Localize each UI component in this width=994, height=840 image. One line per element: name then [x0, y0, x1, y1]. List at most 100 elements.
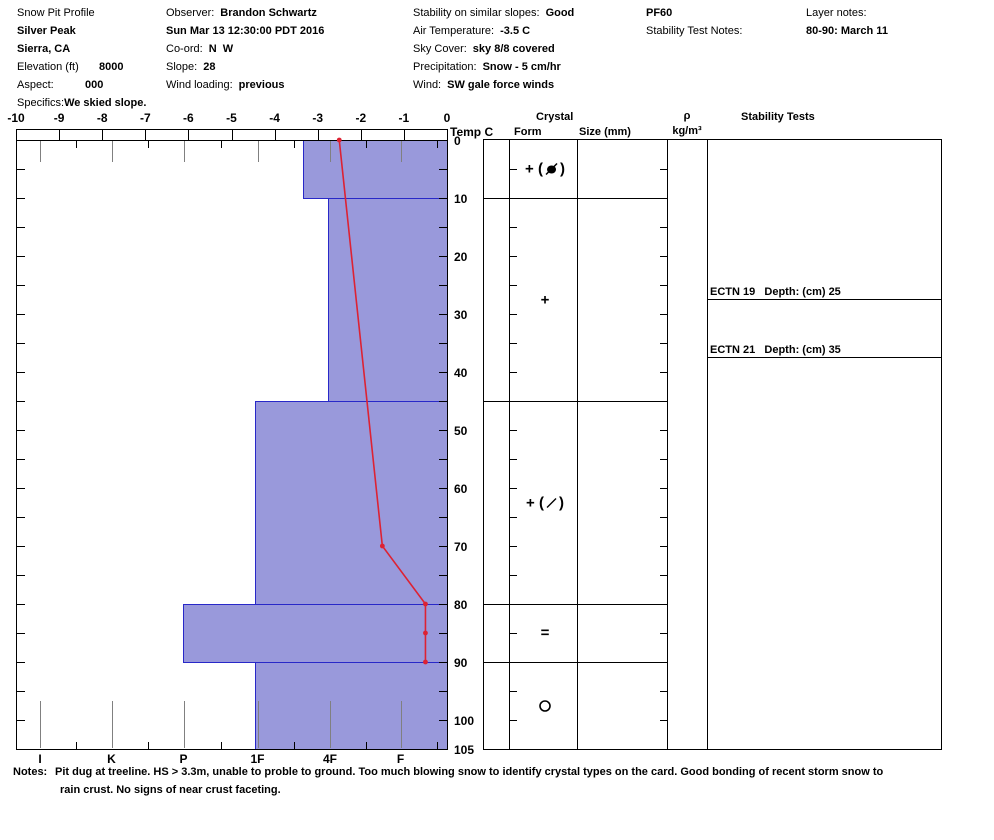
hardness-label: F	[396, 752, 405, 766]
wind-value: SW gale force winds	[447, 79, 555, 91]
crystal-tick-line	[509, 139, 510, 750]
depth-tick-left	[17, 169, 25, 170]
depth-label: 30	[454, 308, 468, 322]
hardness-major-tick-top	[330, 141, 331, 162]
depth-tick-left	[17, 517, 25, 518]
hardness-major-line-bottom	[40, 701, 41, 748]
depth-label: 70	[454, 540, 468, 554]
layer-boundary-line	[483, 604, 667, 605]
form-column-tick	[510, 169, 517, 170]
size-column-tick	[660, 546, 667, 547]
stability-tests-header: Stability Tests	[741, 111, 815, 123]
layer-notes-value: 80-90: March 11	[806, 25, 888, 37]
stability-test-line	[707, 299, 941, 300]
layer-boundary-line	[483, 662, 667, 663]
depth-tick-right	[439, 169, 447, 170]
temp-axis-label: -7	[139, 111, 151, 125]
hardness-minor-tick-bottom	[75, 742, 77, 749]
temp-axis-label: -8	[96, 111, 108, 125]
hardness-major-line-bottom	[330, 701, 331, 748]
hardness-minor-tick-top	[147, 141, 149, 148]
layer-boundary-line	[483, 198, 667, 199]
depth-label: 40	[454, 366, 468, 380]
layer-notes-label: Layer notes:	[806, 7, 867, 19]
form-column-tick	[510, 401, 517, 402]
size-column-tick	[660, 430, 667, 431]
header-observation-column: Observer: Brandon Schwartz Sun Mar 13 12:…	[166, 4, 324, 94]
hardness-major-line-bottom	[183, 701, 185, 748]
hardness-major-tick-top	[40, 141, 41, 162]
elevation-value: 8000	[99, 61, 124, 73]
size-column-tick	[660, 198, 667, 199]
notes-line-1: Pit dug at treeline. HS > 3.3m, unable t…	[55, 766, 884, 778]
form-column-tick	[510, 459, 517, 460]
depth-tick-right	[439, 430, 447, 431]
observer-label: Observer:	[166, 7, 215, 19]
form-column-tick	[510, 604, 517, 605]
depth-tick-left	[17, 604, 25, 605]
depth-tick-right	[439, 314, 447, 315]
hardness-minor-tick-bottom	[436, 742, 438, 749]
form-column-tick	[510, 488, 517, 489]
size-column-tick	[660, 169, 667, 170]
temp-axis-tick	[102, 129, 104, 140]
form-column-tick	[510, 633, 517, 634]
temp-axis-tick	[188, 129, 190, 140]
form-column-tick	[510, 720, 517, 721]
crystal-symbol: +	[540, 291, 550, 308]
temp-axis-tick	[16, 129, 17, 140]
form-column-tick	[510, 546, 517, 547]
depth-tick-right	[439, 575, 447, 576]
hardness-minor-tick-top	[75, 141, 77, 148]
sky-cover-label: Sky Cover:	[413, 43, 467, 55]
notes-label: Notes:	[13, 766, 48, 778]
depth-tick-left	[17, 401, 25, 402]
stability-test-entry: ECTN 19 Depth: (cm) 25	[710, 286, 841, 298]
precip-value: Snow - 5 cm/hr	[482, 61, 561, 73]
depth-tick-right	[439, 459, 447, 460]
depth-tick-left	[17, 372, 25, 373]
size-column-tick	[660, 488, 667, 489]
temp-axis-label: -1	[398, 111, 410, 125]
temp-axis-tick	[317, 129, 319, 140]
coord-label: Co-ord:	[166, 43, 203, 55]
form-column-tick	[510, 372, 517, 373]
air-temp-value: -3.5 C	[500, 25, 531, 37]
size-column-tick	[660, 691, 667, 692]
temp-axis-tick	[360, 129, 362, 140]
header-site-column: Snow Pit Profile Silver Peak Sierra, CA …	[17, 4, 146, 112]
temp-axis-tick	[145, 129, 147, 140]
size-column-tick	[660, 227, 667, 228]
specifics-value: We skied slope.	[64, 97, 147, 109]
aspect-value: 000	[85, 79, 104, 91]
size-column-tick	[660, 517, 667, 518]
depth-tick-left	[17, 256, 25, 257]
hardness-minor-tick-top	[220, 141, 222, 148]
stability-test-notes-label: Stability Test Notes:	[646, 25, 743, 37]
depth-tick-left	[17, 488, 25, 489]
notes-line-2: rain crust. No signs of near crust facet…	[60, 784, 281, 796]
depth-tick-left	[17, 720, 25, 721]
plot-border	[16, 140, 448, 750]
coord-value: N W	[208, 43, 234, 55]
depth-tick-left	[17, 546, 25, 547]
form-column-tick	[510, 430, 517, 431]
hardness-major-tick-top	[111, 141, 113, 162]
sky-cover-value: sky 8/8 covered	[472, 43, 555, 55]
stability-tests-box	[707, 139, 942, 750]
depth-tick-left	[17, 314, 25, 315]
layer-boundary-line	[483, 401, 667, 402]
hardness-label: P	[179, 752, 188, 766]
size-column-tick	[660, 372, 667, 373]
hardness-major-tick-top	[183, 141, 185, 162]
form-column-tick	[510, 517, 517, 518]
elevation-label: Elevation (ft)	[17, 61, 79, 73]
observation-datetime: Sun Mar 13 12:30:00 PDT 2016	[166, 25, 325, 37]
depth-tick-right	[439, 401, 447, 402]
hardness-major-line-bottom	[400, 701, 402, 748]
depth-tick-left	[17, 633, 25, 634]
size-header: Size (mm)	[579, 126, 631, 138]
site-region: Sierra, CA	[17, 43, 71, 55]
